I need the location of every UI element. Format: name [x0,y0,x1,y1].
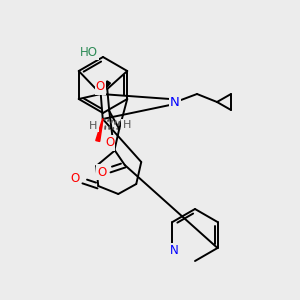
Text: H: H [123,120,131,130]
Text: N: N [170,244,179,257]
Text: O: O [97,166,106,178]
Text: O: O [96,80,105,94]
Text: HO: HO [80,46,98,59]
Text: H: H [89,121,98,131]
Text: O: O [70,172,80,185]
Text: O: O [105,136,114,149]
Polygon shape [96,119,103,141]
Text: N: N [170,95,180,109]
Polygon shape [100,81,110,94]
